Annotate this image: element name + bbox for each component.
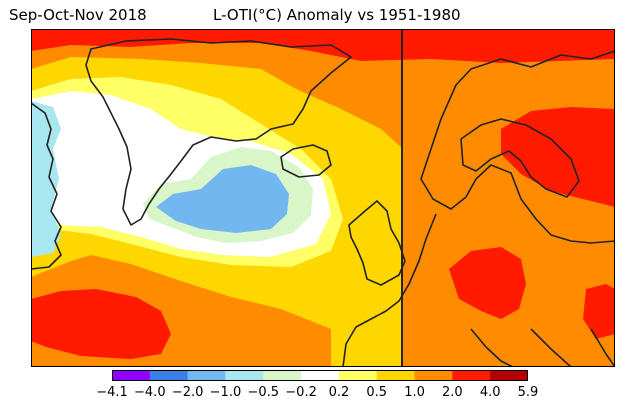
coastline-iceland: [280, 144, 332, 178]
colorbar-swatch: [301, 370, 340, 381]
region-east-red: [583, 284, 615, 339]
anomaly-map: [31, 29, 615, 367]
coastline-labrador: [31, 102, 62, 270]
coastline-europe: [342, 50, 615, 367]
colorbar-swatch: [225, 370, 264, 381]
colorbar-tick-label: −1.0: [209, 385, 242, 400]
coastlines: [31, 38, 615, 367]
region-southwest-red: [31, 289, 171, 359]
map-title: L-OTI(°C) Anomaly vs 1951-1980: [213, 6, 461, 24]
period-label: Sep-Oct-Nov 2018: [9, 6, 147, 24]
colorbar-tick-label: 0.5: [366, 385, 388, 400]
colorbar-swatch: [149, 370, 189, 381]
colorbar-tick-label: 5.9: [517, 385, 539, 400]
colorbar-swatch: [414, 370, 453, 381]
coastline-greenland: [85, 38, 352, 226]
colorbar-swatch: [338, 370, 378, 381]
colorbar-swatch: [452, 370, 491, 381]
colorbar-swatch: [376, 370, 416, 381]
colorbar-tick-label: 2.0: [442, 385, 463, 400]
colorbar-tick-label: −2.0: [171, 385, 204, 400]
colorbar-swatch: [490, 370, 528, 381]
colorbar-swatch: [187, 370, 226, 381]
colorbar-tick-label: −0.5: [247, 385, 280, 400]
coastline-scandinavia: [460, 118, 580, 198]
colorbar: [112, 370, 528, 381]
colorbar-ticks: −4.1 −4.0 −2.0 −1.0 −0.5 −0.2 0.2 0.5 1.0 2.0 4.0 5…: [0, 385, 640, 403]
colorbar-swatch: [263, 370, 302, 381]
colorbar-tick-label: −4.1: [96, 385, 128, 400]
region-northeast-red: [501, 107, 615, 207]
colorbar-tick-label: −0.2: [285, 385, 317, 400]
colorbar-tick-label: −4.0: [134, 385, 166, 400]
region-light-blue: [156, 165, 289, 233]
colorbar-tick-label: 4.0: [479, 385, 501, 400]
colorbar-frame: [112, 370, 528, 381]
colorbar-tick-label: 1.0: [404, 385, 425, 400]
region-west-blue: [31, 101, 61, 257]
colorbar-swatch: [112, 370, 151, 381]
map-frame: [31, 29, 615, 367]
region-central-europe-red: [449, 247, 526, 319]
colorbar-tick-label: 0.2: [328, 385, 350, 400]
